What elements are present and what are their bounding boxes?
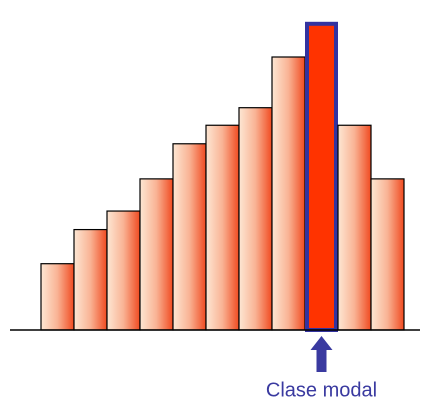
bar: [271, 56, 306, 331]
bar: [370, 178, 405, 331]
bar: [337, 124, 372, 331]
annotation-arrow: [310, 336, 333, 372]
bars: [40, 21, 405, 333]
bar: [238, 107, 273, 331]
bar: [172, 143, 207, 331]
bar: [139, 178, 174, 331]
bar: [73, 228, 108, 331]
annotation-label: Clase modal: [266, 379, 377, 401]
bar: [205, 124, 240, 331]
bar: [106, 210, 141, 331]
bar: [40, 263, 75, 331]
modal-bar: [305, 21, 338, 333]
